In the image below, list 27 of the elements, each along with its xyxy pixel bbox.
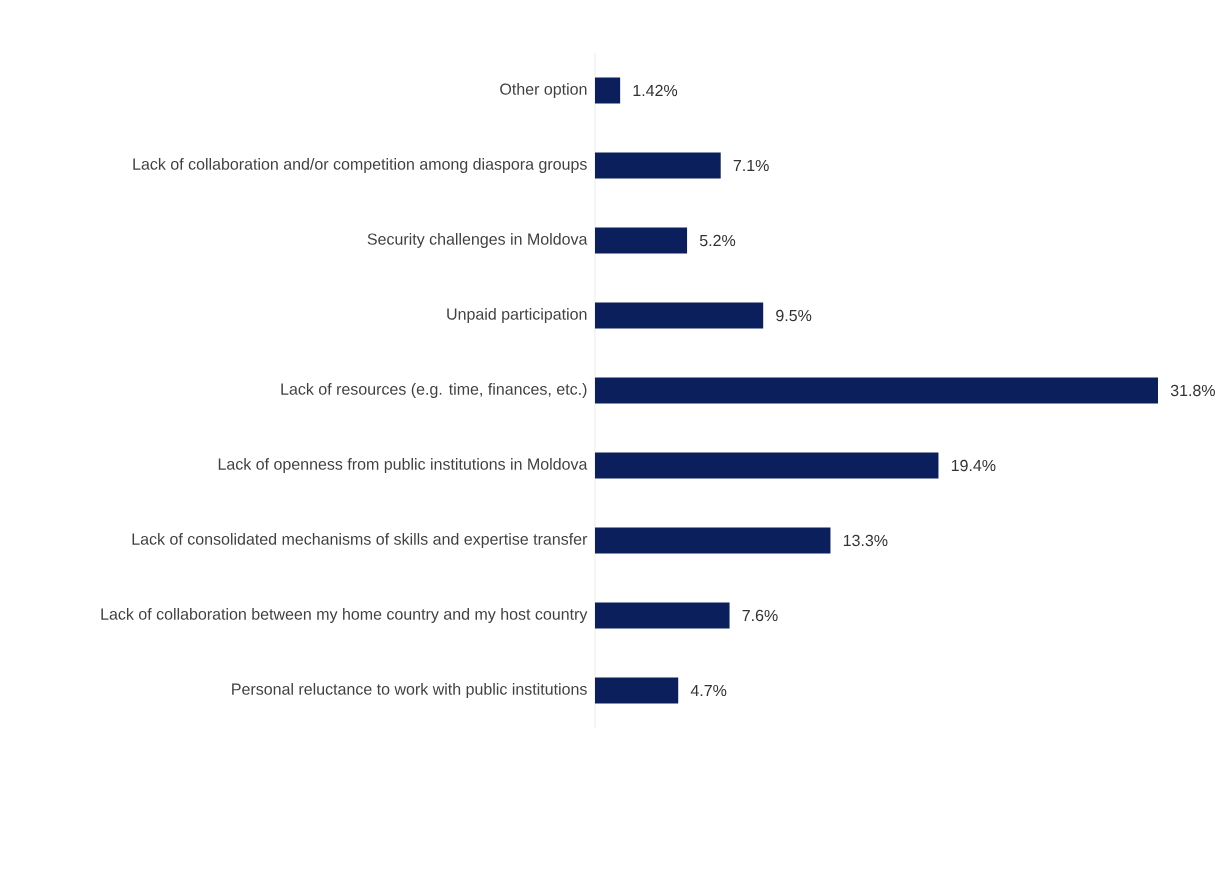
data-label: 4.7%: [690, 684, 727, 697]
data-label: 7.6%: [742, 609, 778, 622]
y-tick-label: Other option: [500, 83, 587, 98]
y-tick-label: Personal reluctance to work with public institutions: [232, 683, 587, 698]
data-label: 9.5%: [776, 309, 812, 322]
data-label: 19.4%: [951, 459, 996, 472]
bar: [595, 227, 688, 254]
bar: [595, 677, 679, 704]
bar: [595, 302, 764, 329]
y-tick-label: Lack of resources (e.g. time, finances, etc.): [281, 383, 587, 398]
bar: [595, 527, 831, 554]
data-label: 7.1%: [733, 159, 769, 172]
bar: [595, 452, 939, 479]
y-tick-label: Security challenges in Moldova: [367, 233, 588, 248]
bar: [595, 152, 721, 179]
bar: [595, 602, 730, 629]
bar: [595, 77, 621, 104]
data-label: 1.42%: [633, 84, 678, 97]
y-tick-label: Lack of openness from public institutions in Moldova: [218, 458, 588, 473]
y-tick-label: Lack of collaboration between my home country and my host country: [101, 608, 588, 623]
data-label: 31.8%: [1170, 384, 1215, 397]
y-tick-label: Lack of consolidated mechanisms of skills and expertise transfer: [132, 533, 588, 548]
data-label: 13.3%: [843, 534, 888, 547]
bar: [595, 377, 1158, 404]
data-label: 5.2%: [699, 234, 736, 247]
y-tick-label: Unpaid participation: [447, 308, 587, 323]
y-tick-label: Lack of collaboration and/or competition among diaspora groups: [133, 158, 587, 173]
